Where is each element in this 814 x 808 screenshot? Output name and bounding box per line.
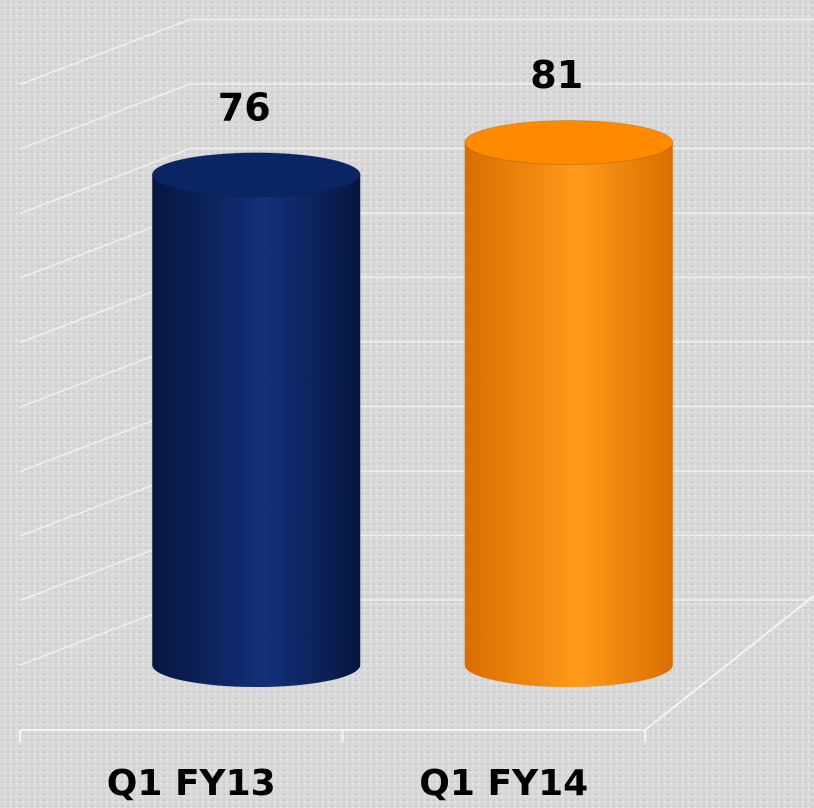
bar: [464, 142, 673, 688]
data-label: 81: [530, 53, 583, 97]
side-grid-line: [19, 147, 191, 215]
side-grid-line: [19, 18, 191, 86]
x-tick-label: Q1 FY14: [419, 763, 588, 804]
bar: [152, 174, 361, 688]
bar-top: [151, 152, 361, 198]
data-label: 76: [218, 85, 271, 129]
bar-top: [464, 120, 674, 166]
x-tick-label: Q1 FY13: [107, 763, 276, 804]
side-grid-line: [19, 83, 191, 150]
